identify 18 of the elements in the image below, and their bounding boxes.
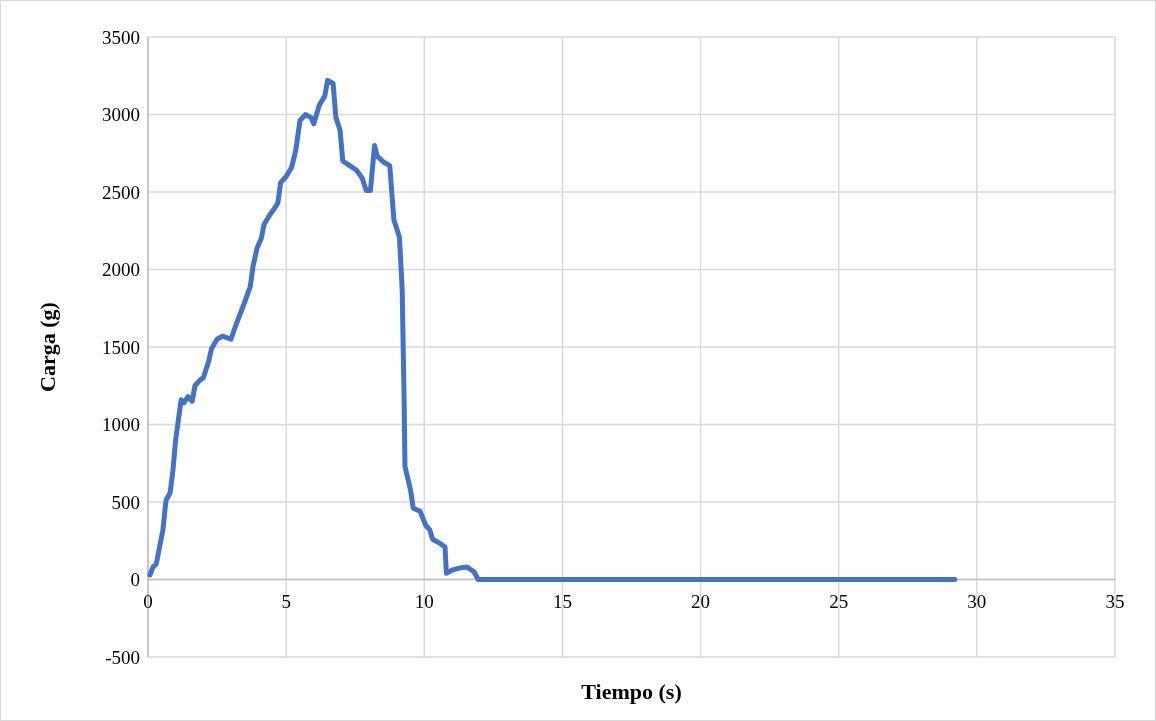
x-tick-label: 20 bbox=[691, 590, 711, 612]
y-tick-label: 500 bbox=[111, 491, 140, 513]
y-tick-label: 1500 bbox=[102, 336, 140, 358]
x-tick-label: 5 bbox=[281, 590, 291, 612]
y-tick-label: -500 bbox=[105, 646, 140, 668]
y-tick-label: 3500 bbox=[102, 26, 140, 48]
x-tick-label: 25 bbox=[829, 590, 849, 612]
y-tick-label: 0 bbox=[130, 569, 140, 591]
y-axis-title: Carga (g) bbox=[35, 302, 60, 392]
y-tick-label: 2000 bbox=[102, 259, 140, 281]
y-tick-label: 2500 bbox=[102, 181, 140, 203]
y-tick-label: 1000 bbox=[102, 414, 140, 436]
y-tick-label: 3000 bbox=[102, 104, 140, 126]
x-tick-label: 10 bbox=[414, 590, 434, 612]
x-axis-title: Tiempo (s) bbox=[581, 679, 682, 704]
x-tick-label: 30 bbox=[967, 590, 987, 612]
x-tick-label: 35 bbox=[1105, 590, 1125, 612]
x-tick-label: 15 bbox=[552, 590, 572, 612]
